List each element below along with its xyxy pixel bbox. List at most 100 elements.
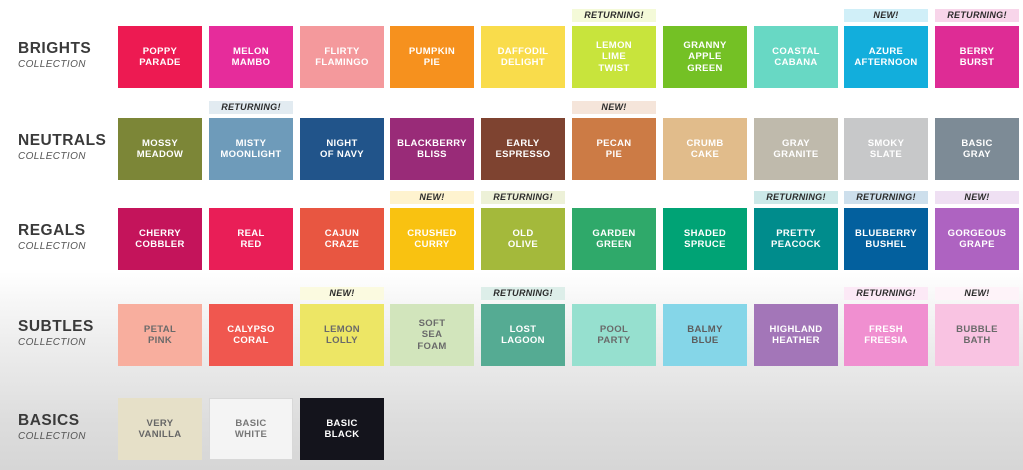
- color-swatch[interactable]: COASTAL CABANA: [754, 26, 838, 88]
- color-swatch[interactable]: BUBBLE BATH: [935, 304, 1019, 366]
- color-swatch-label: CAJUN CRAZE: [324, 227, 360, 251]
- color-swatch-label: MISTY MOONLIGHT: [220, 137, 282, 161]
- color-swatch[interactable]: OLD OLIVE: [481, 208, 565, 270]
- color-swatch[interactable]: GARDEN GREEN: [572, 208, 656, 270]
- color-swatch[interactable]: CAJUN CRAZE: [300, 208, 384, 270]
- color-swatch[interactable]: GORGEOUS GRAPE: [935, 208, 1019, 270]
- color-swatch-label: BALMY BLUE: [687, 323, 723, 347]
- color-swatch[interactable]: LEMON LIME TWIST: [572, 26, 656, 88]
- color-swatch[interactable]: BALMY BLUE: [663, 304, 747, 366]
- color-swatch[interactable]: CALYPSO CORAL: [209, 304, 293, 366]
- color-swatch[interactable]: BASIC BLACK: [300, 398, 384, 460]
- color-swatch[interactable]: POPPY PARADE: [118, 26, 202, 88]
- color-swatch-label: FRESH FREESIA: [864, 323, 908, 347]
- color-swatch-label: COASTAL CABANA: [772, 45, 820, 69]
- color-swatch-label: LOST LAGOON: [501, 323, 545, 347]
- color-swatch-label: BASIC BLACK: [324, 417, 360, 441]
- swatch-status-badge: RETURNING!: [572, 9, 656, 22]
- color-swatch-label: CHERRY COBBLER: [135, 227, 185, 251]
- color-swatch[interactable]: VERY VANILLA: [118, 398, 202, 460]
- color-swatch[interactable]: BASIC GRAY: [935, 118, 1019, 180]
- color-swatch[interactable]: CRUMB CAKE: [663, 118, 747, 180]
- color-swatch[interactable]: FRESH FREESIA: [844, 304, 928, 366]
- color-swatch-label: LEMON LOLLY: [323, 323, 361, 347]
- color-swatch[interactable]: REAL RED: [209, 208, 293, 270]
- color-swatch-label: NIGHT OF NAVY: [320, 137, 364, 161]
- color-swatch-label: HIGHLAND HEATHER: [769, 323, 823, 347]
- color-swatch-label: GARDEN GREEN: [592, 227, 636, 251]
- color-swatch-label: BASIC WHITE: [234, 417, 268, 441]
- color-swatch-label: POOL PARTY: [597, 323, 631, 347]
- swatch-status-badge: RETURNING!: [209, 101, 293, 114]
- color-swatch[interactable]: CHERRY COBBLER: [118, 208, 202, 270]
- swatch-status-badge: RETURNING!: [844, 287, 928, 300]
- color-swatch[interactable]: BASIC WHITE: [209, 398, 293, 460]
- color-swatch[interactable]: MOSSY MEADOW: [118, 118, 202, 180]
- color-swatch-label: BLUEBERRY BUSHEL: [855, 227, 917, 251]
- color-swatch-label: OLD OLIVE: [507, 227, 539, 251]
- swatch-status-badge: NEW!: [572, 101, 656, 114]
- color-swatch-label: BASIC GRAY: [961, 137, 993, 161]
- color-swatch[interactable]: PECAN PIE: [572, 118, 656, 180]
- color-swatch[interactable]: FLIRTY FLAMINGO: [300, 26, 384, 88]
- color-swatch[interactable]: PUMPKIN PIE: [390, 26, 474, 88]
- color-swatch[interactable]: MELON MAMBO: [209, 26, 293, 88]
- color-swatch[interactable]: POOL PARTY: [572, 304, 656, 366]
- collection-name: BASICS: [18, 412, 80, 429]
- swatch-status-badge: RETURNING!: [481, 287, 565, 300]
- color-swatch[interactable]: SHADED SPRUCE: [663, 208, 747, 270]
- swatch-status-badge: RETURNING!: [935, 9, 1019, 22]
- color-swatch-label: BUBBLE BATH: [956, 323, 998, 347]
- color-swatch-label: CRUSHED CURRY: [407, 227, 457, 251]
- collection-subtitle: COLLECTION: [18, 431, 86, 442]
- color-swatch[interactable]: BLUEBERRY BUSHEL: [844, 208, 928, 270]
- color-swatch[interactable]: DAFFODIL DELIGHT: [481, 26, 565, 88]
- color-swatch[interactable]: LEMON LOLLY: [300, 304, 384, 366]
- color-swatch-label: BERRY BURST: [959, 45, 995, 69]
- color-swatch-label: VERY VANILLA: [138, 417, 182, 441]
- collection-subtitle: COLLECTION: [18, 151, 86, 162]
- color-swatch-label: PRETTY PEACOCK: [771, 227, 821, 251]
- collection-label-neutrals: NEUTRALS COLLECTION: [18, 132, 114, 164]
- swatch-status-badge: NEW!: [300, 287, 384, 300]
- color-swatch-label: PETAL PINK: [143, 323, 177, 347]
- color-swatch[interactable]: PRETTY PEACOCK: [754, 208, 838, 270]
- color-swatch[interactable]: SMOKY SLATE: [844, 118, 928, 180]
- color-swatch-label: AZURE AFTERNOON: [854, 45, 918, 69]
- color-swatch-label: FLIRTY FLAMINGO: [315, 45, 369, 69]
- swatch-status-badge: NEW!: [935, 287, 1019, 300]
- collection-subtitle: COLLECTION: [18, 59, 86, 70]
- swatch-status-badge: NEW!: [844, 9, 928, 22]
- collection-subtitle: COLLECTION: [18, 241, 86, 252]
- color-swatch[interactable]: BLACKBERRY BLISS: [390, 118, 474, 180]
- color-swatch-label: PUMPKIN PIE: [408, 45, 456, 69]
- collection-name: SUBTLES: [18, 318, 94, 335]
- color-swatch[interactable]: PETAL PINK: [118, 304, 202, 366]
- color-swatch[interactable]: GRAY GRANITE: [754, 118, 838, 180]
- color-swatch[interactable]: MISTY MOONLIGHT: [209, 118, 293, 180]
- color-swatch-label: SOFT SEA FOAM: [417, 317, 447, 352]
- color-swatch-label: EARLY ESPRESSO: [495, 137, 551, 161]
- color-swatch-label: BLACKBERRY BLISS: [397, 137, 467, 161]
- color-swatch-label: LEMON LIME TWIST: [595, 39, 633, 74]
- color-swatch[interactable]: EARLY ESPRESSO: [481, 118, 565, 180]
- color-swatch[interactable]: LOST LAGOON: [481, 304, 565, 366]
- color-swatch[interactable]: AZURE AFTERNOON: [844, 26, 928, 88]
- collection-label-brights: BRIGHTS COLLECTION: [18, 40, 114, 72]
- color-swatch[interactable]: GRANNY APPLE GREEN: [663, 26, 747, 88]
- swatch-status-badge: RETURNING!: [844, 191, 928, 204]
- color-swatch[interactable]: SOFT SEA FOAM: [390, 304, 474, 366]
- collection-label-regals: REGALS COLLECTION: [18, 222, 114, 254]
- collection-label-subtles: SUBTLES COLLECTION: [18, 318, 114, 350]
- collection-name: BRIGHTS: [18, 40, 92, 57]
- color-swatch[interactable]: HIGHLAND HEATHER: [754, 304, 838, 366]
- color-swatch[interactable]: BERRY BURST: [935, 26, 1019, 88]
- collection-name: REGALS: [18, 222, 86, 239]
- color-swatch-label: CALYPSO CORAL: [227, 323, 275, 347]
- color-swatch-label: GORGEOUS GRAPE: [947, 227, 1007, 251]
- swatch-status-badge: NEW!: [390, 191, 474, 204]
- color-swatch[interactable]: CRUSHED CURRY: [390, 208, 474, 270]
- color-swatch-label: SMOKY SLATE: [867, 137, 905, 161]
- color-swatch[interactable]: NIGHT OF NAVY: [300, 118, 384, 180]
- color-swatch-label: PECAN PIE: [596, 137, 632, 161]
